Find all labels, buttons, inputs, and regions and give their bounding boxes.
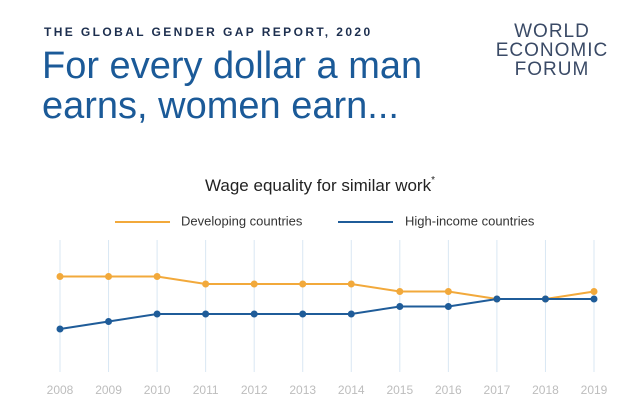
- x-tick-label: 2013: [289, 383, 316, 397]
- data-point: [153, 273, 161, 280]
- x-tick-label: 2015: [386, 383, 413, 397]
- data-point: [299, 280, 307, 288]
- title-note: *: [431, 175, 435, 186]
- data-point: [493, 295, 501, 303]
- logo: ECONOMIC: [496, 40, 609, 61]
- x-tick-label: 2016: [435, 383, 462, 397]
- x-tick-label: 2009: [95, 383, 122, 397]
- headline: For every dollar a man: [42, 45, 422, 87]
- data-point: [444, 303, 452, 310]
- data-point: [590, 295, 598, 303]
- data-point: [444, 288, 452, 295]
- chart-title: Wage equality for similar work*: [205, 175, 435, 196]
- x-tick-label: 2011: [193, 383, 219, 397]
- legend-label: High-income countries: [405, 213, 535, 228]
- legend-label: Developing countries: [181, 213, 303, 228]
- x-tick-label: 2014: [338, 383, 365, 397]
- data-point: [396, 303, 404, 310]
- x-tick-label: 2010: [144, 383, 171, 397]
- x-tick-label: 2017: [484, 383, 511, 397]
- data-point: [347, 310, 355, 318]
- data-point: [347, 280, 355, 288]
- series-line: [59, 298, 594, 330]
- data-point: [56, 273, 64, 280]
- x-tick-label: 2018: [532, 383, 559, 397]
- series-line: [60, 275, 595, 300]
- data-point: [202, 310, 210, 318]
- kicker: THE GLOBAL GENDER GAP REPORT, 2020: [44, 25, 373, 39]
- data-point: [153, 310, 161, 318]
- data-point: [250, 310, 258, 318]
- data-point: [299, 310, 307, 318]
- logo: FORUM: [515, 59, 590, 80]
- data-point: [541, 295, 549, 303]
- data-point: [250, 280, 258, 288]
- data-point: [105, 318, 113, 325]
- data-point: [56, 325, 64, 333]
- x-tick-label: 2012: [241, 383, 268, 397]
- logo: WORLD: [514, 21, 590, 42]
- data-point: [105, 273, 113, 280]
- x-tick-label: 2019: [581, 383, 608, 397]
- x-tick-label: 2008: [47, 383, 74, 397]
- headline: earns, women earn...: [42, 85, 399, 127]
- data-point: [590, 288, 598, 295]
- chart-title-text: Wage equality for similar work: [205, 176, 432, 195]
- data-point: [396, 288, 404, 295]
- data-point: [202, 280, 210, 288]
